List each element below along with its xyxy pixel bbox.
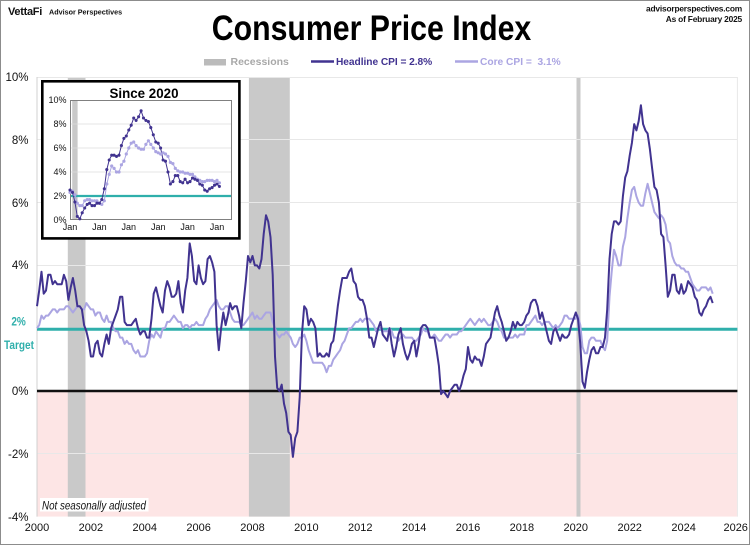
svg-text:2006: 2006 <box>186 522 210 534</box>
svg-text:2022: 2022 <box>617 522 641 534</box>
svg-text:2008: 2008 <box>240 522 264 534</box>
svg-text:2010: 2010 <box>294 522 318 534</box>
svg-text:4%: 4% <box>12 260 29 272</box>
svg-text:10%: 10% <box>48 95 66 105</box>
svg-text:2014: 2014 <box>402 522 426 534</box>
svg-text:10%: 10% <box>5 72 28 84</box>
svg-text:6%: 6% <box>12 198 29 210</box>
svg-text:-4%: -4% <box>8 512 28 524</box>
svg-text:Since 2020: Since 2020 <box>110 85 179 101</box>
svg-text:-2%: -2% <box>8 449 28 461</box>
svg-text:Advisor Perspectives: Advisor Perspectives <box>49 8 122 17</box>
svg-text:Jan: Jan <box>210 222 225 232</box>
svg-text:0%: 0% <box>53 215 66 225</box>
svg-text:2016: 2016 <box>456 522 480 534</box>
svg-text:Consumer Price Index: Consumer Price Index <box>212 9 532 48</box>
svg-text:Core CPI = 3.1%: Core CPI = 3.1% <box>480 57 561 68</box>
svg-text:Not seasonally adjusted: Not seasonally adjusted <box>42 501 147 513</box>
svg-text:advisorperspectives.com: advisorperspectives.com <box>646 4 742 14</box>
svg-text:8%: 8% <box>53 119 66 129</box>
svg-text:2026: 2026 <box>723 522 747 534</box>
svg-text:8%: 8% <box>12 135 29 147</box>
svg-text:2002: 2002 <box>79 522 103 534</box>
svg-text:2018: 2018 <box>510 522 534 534</box>
svg-text:Recessions: Recessions <box>231 56 290 68</box>
svg-text:Target: Target <box>4 340 34 352</box>
svg-text:2012: 2012 <box>348 522 372 534</box>
svg-text:VettaFi: VettaFi <box>8 6 42 18</box>
svg-text:Headline CPI = 2.8%: Headline CPI = 2.8% <box>336 57 432 68</box>
svg-text:6%: 6% <box>53 143 66 153</box>
svg-text:4%: 4% <box>53 167 66 177</box>
svg-text:Jan: Jan <box>92 222 107 232</box>
svg-text:Jan: Jan <box>180 222 195 232</box>
svg-text:2024: 2024 <box>671 522 695 534</box>
svg-text:As of February 2025: As of February 2025 <box>666 14 743 24</box>
svg-text:2000: 2000 <box>25 522 49 534</box>
svg-text:Jan: Jan <box>151 222 166 232</box>
svg-text:Jan: Jan <box>63 222 78 232</box>
svg-text:Jan: Jan <box>122 222 137 232</box>
svg-text:2%: 2% <box>11 317 26 329</box>
svg-text:2020: 2020 <box>564 522 588 534</box>
svg-text:2004: 2004 <box>133 522 157 534</box>
svg-text:0%: 0% <box>12 386 29 398</box>
svg-text:2%: 2% <box>53 191 66 201</box>
